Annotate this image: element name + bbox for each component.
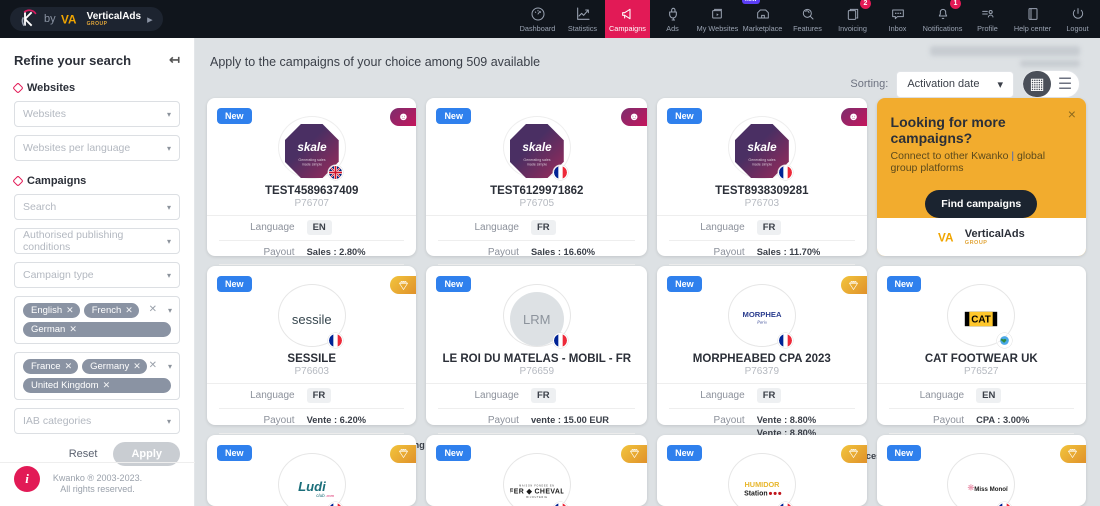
svg-text:CAT: CAT [971, 315, 991, 326]
svg-text:MAISON FONDEE EN: MAISON FONDEE EN [519, 484, 554, 487]
svg-text:Miss Monoï: Miss Monoï [975, 486, 1009, 493]
svg-text:Generating sales: Generating sales [523, 158, 550, 162]
svg-text:made simple: made simple [527, 162, 547, 166]
svg-text:made simple: made simple [752, 162, 772, 166]
svg-text:MORPHEA: MORPHEA [742, 311, 781, 320]
svg-text:Generating sales: Generating sales [298, 158, 325, 162]
svg-text:Ludi: Ludi [298, 479, 326, 494]
svg-text:VA: VA [61, 13, 77, 26]
svg-text:made simple: made simple [302, 162, 322, 166]
svg-text:skale: skale [747, 141, 777, 154]
svg-text:VA: VA [938, 232, 954, 245]
svg-text:Paris: Paris [756, 320, 767, 325]
svg-text:HUMIDOR: HUMIDOR [744, 480, 780, 489]
svg-text:skale: skale [297, 141, 327, 154]
svg-text:.com: .com [325, 494, 334, 498]
svg-text:Generating sales: Generating sales [748, 158, 775, 162]
svg-text:FER ◆ CHEVAL: FER ◆ CHEVAL [510, 488, 564, 495]
svg-text:club: club [316, 493, 325, 498]
svg-text:BIJOUTERIE: BIJOUTERIE [526, 497, 547, 499]
svg-text:❋: ❋ [968, 482, 975, 492]
svg-text:skale: skale [522, 141, 552, 154]
svg-text:Station: Station [744, 490, 768, 497]
